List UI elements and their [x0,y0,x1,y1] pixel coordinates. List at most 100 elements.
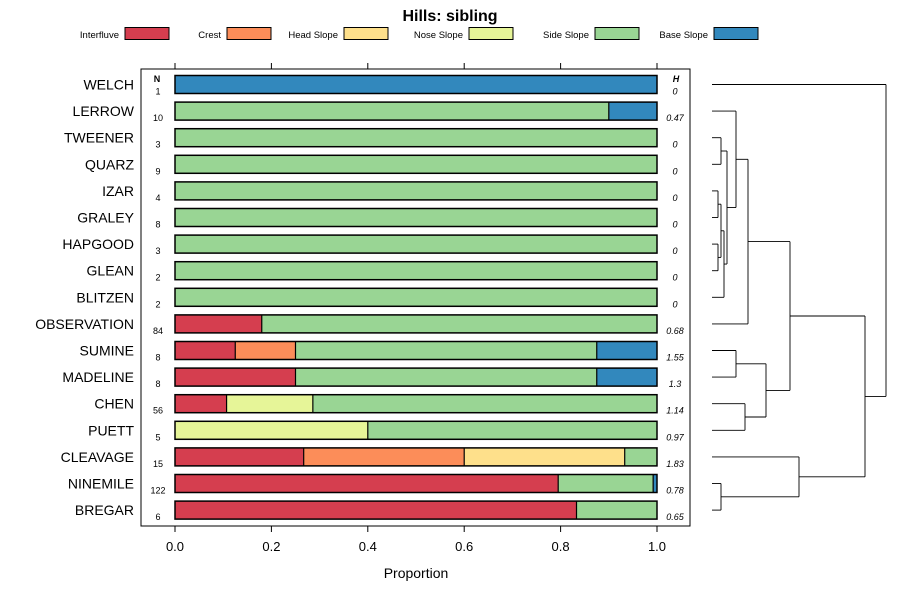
legend-label-4: Side Slope [543,30,589,41]
x-axis-label: Proportion [384,565,449,581]
row-n-5: 8 [155,220,160,230]
legend-swatch-0 [124,27,170,40]
row-label-10: SUMINE [80,343,134,359]
row-label-1: LERROW [73,103,135,119]
row-label-0: WELCH [83,77,134,93]
row-label-6: HAPGOOD [62,236,134,252]
bar-segment-7-4 [175,261,657,280]
row-label-12: CHEN [94,396,134,412]
bar-outline-8 [174,287,658,308]
row-n-4: 4 [155,193,160,203]
n-column-header: N [154,74,161,84]
bar-segment-12-4 [312,394,657,413]
bar-outline-14 [174,447,658,467]
row-h-5: 0 [672,220,677,230]
bar-segment-9-0 [175,314,262,333]
row-h-16: 0.65 [666,512,685,522]
bar-segment-15-5 [653,474,657,493]
x-axis: 0.0 0.2 0.4 0.6 0.8 1.0 [166,63,666,554]
row-n-16: 6 [155,512,160,522]
bar-outline-15 [174,473,658,494]
row-label-14: CLEAVAGE [61,449,134,465]
row-label-3: QUARZ [85,156,134,172]
legend-swatch-3 [468,27,514,40]
row-h-8: 0 [672,299,677,309]
row-h-15: 0.78 [666,486,684,496]
row-h-9: 0.68 [666,326,684,336]
bar-segment-14-2 [464,447,625,466]
bar-segment-6-4 [175,235,657,254]
legend: Interfluve Crest Head Slope Nose Slope Side … [80,27,759,41]
row-h-0: 0 [672,87,677,97]
bar-segment-10-4 [295,341,597,360]
row-h-11: 1.3 [669,379,682,389]
row-n-10: 8 [155,353,160,363]
row-h-12: 1.14 [666,406,684,416]
bar-outline-6 [174,234,658,254]
x-tick-label-0: 0.0 [166,539,184,554]
row-h-14: 1.83 [666,459,684,469]
bar-outline-10 [174,340,658,361]
bar-outline-13 [174,420,658,441]
bar-outline-9 [174,314,658,334]
bar-outline-12 [174,393,658,414]
row-label-11: MADELINE [62,369,134,385]
row-label-9: OBSERVATION [35,316,134,332]
bar-segment-11-4 [295,368,597,387]
row-h-2: 0 [672,140,677,150]
row-n-6: 3 [155,246,160,256]
row-label-2: TWEENER [64,130,134,146]
bar-segment-15-0 [175,474,559,493]
legend-label-3: Nose Slope [414,30,463,41]
chart-title: Hills: sibling [402,8,497,25]
x-tick-label-4: 0.8 [552,539,570,554]
bar-segment-13-3 [175,421,368,440]
bar-segment-13-4 [367,421,657,440]
legend-label-5: Base Slope [659,30,708,41]
bar-segment-9-4 [261,314,657,333]
row-h-3: 0 [672,166,677,176]
bar-outline-7 [174,260,658,281]
x-tick-label-1: 0.2 [262,539,280,554]
legend-swatch-1 [226,27,272,40]
bar-segment-10-0 [175,341,236,360]
bar-segment-11-0 [175,368,296,387]
bar-outline-3 [174,154,658,175]
bar-segment-2-4 [175,128,657,147]
bar-segment-16-0 [175,501,577,520]
row-n-14: 15 [153,459,163,469]
legend-label-2: Head Slope [288,30,338,41]
bar-segment-14-4 [624,447,657,466]
bar-outline-0 [174,74,658,95]
bar-segment-0-5 [175,75,657,94]
x-tick-label-5: 1.0 [648,539,666,554]
bar-segment-4-4 [175,181,657,200]
row-n-11: 8 [155,379,160,389]
bar-outline-5 [174,207,658,228]
bar-segment-12-0 [175,394,227,413]
bar-segment-10-5 [596,341,657,360]
row-h-7: 0 [672,273,677,283]
bar-outline-1 [174,101,658,121]
row-n-0: 1 [155,87,160,97]
bar-segment-10-1 [235,341,296,360]
bar-segment-14-0 [175,447,304,466]
row-n-9: 84 [153,326,163,336]
bar-outline-2 [174,127,658,148]
bar-segment-16-4 [576,501,657,520]
row-h-4: 0 [672,193,677,203]
bar-segment-11-5 [596,368,657,387]
row-h-13: 0.97 [666,432,685,442]
row-n-7: 2 [155,273,160,283]
row-n-2: 3 [155,140,160,150]
bar-segment-1-4 [175,102,609,121]
row-n-15: 122 [150,486,165,496]
row-label-4: IZAR [102,183,134,199]
legend-swatch-2 [343,27,389,40]
legend-label-0: Interfluve [80,30,119,41]
bar-segment-8-4 [175,288,657,307]
bar-outline-11 [174,367,658,387]
legend-swatch-4 [594,27,640,40]
row-n-3: 9 [155,166,160,176]
